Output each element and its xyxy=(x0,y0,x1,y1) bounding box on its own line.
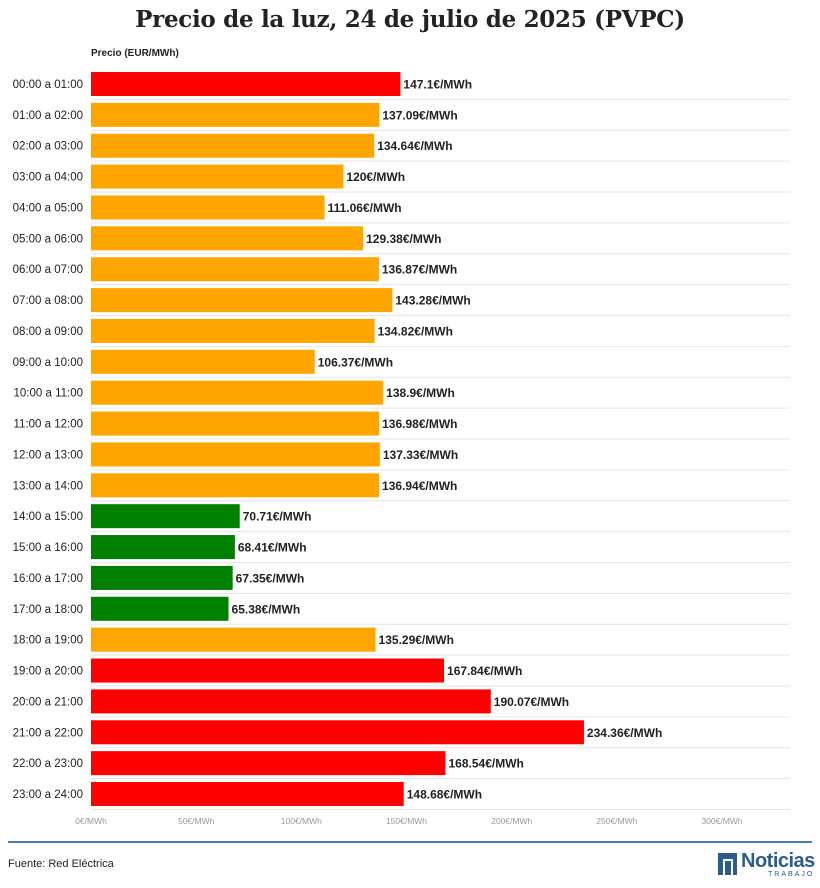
value-label: 106.37€/MWh xyxy=(318,355,393,369)
category-label: 07:00 a 08:00 xyxy=(13,295,83,307)
category-label: 16:00 a 17:00 xyxy=(13,573,83,585)
value-label: 134.64€/MWh xyxy=(377,139,452,153)
bar xyxy=(91,411,380,436)
category-label: 14:00 a 15:00 xyxy=(13,511,83,523)
bar xyxy=(91,102,380,127)
bar xyxy=(91,751,446,776)
bar xyxy=(91,72,401,96)
value-label: 136.94€/MWh xyxy=(382,479,457,493)
category-label: 10:00 a 11:00 xyxy=(14,388,84,400)
value-label: 120€/MWh xyxy=(346,170,405,184)
footer-divider xyxy=(8,841,812,843)
category-label: 03:00 a 04:00 xyxy=(13,172,83,184)
bar xyxy=(91,380,384,405)
category-label: 08:00 a 09:00 xyxy=(13,326,83,338)
value-label: 190.07€/MWh xyxy=(494,695,569,709)
logo-subtitle: TRABAJO xyxy=(768,871,815,878)
value-label: 136.98€/MWh xyxy=(382,417,457,431)
x-tick-label: 0€/MWh xyxy=(75,816,107,826)
bar xyxy=(91,164,344,189)
category-label: 20:00 a 21:00 xyxy=(13,696,83,708)
bar xyxy=(91,288,393,313)
value-label: 143.28€/MWh xyxy=(395,294,470,308)
brand-logo: Noticias TRABAJO xyxy=(716,850,816,879)
bar xyxy=(91,195,325,220)
value-label: 65.38€/MWh xyxy=(232,602,301,616)
value-label: 111.06€/MWh xyxy=(328,201,402,215)
value-label: 138.9€/MWh xyxy=(386,386,455,400)
x-tick-label: 250€/MWh xyxy=(596,816,637,826)
bar xyxy=(91,442,380,467)
source-note: Fuente: Red Eléctrica xyxy=(8,858,114,870)
bar xyxy=(91,720,584,745)
bar xyxy=(91,689,491,714)
value-label: 148.68€/MWh xyxy=(407,788,482,802)
bar xyxy=(91,226,364,251)
bar xyxy=(91,565,233,590)
category-label: 17:00 a 18:00 xyxy=(13,604,83,616)
category-label: 02:00 a 03:00 xyxy=(13,141,83,153)
chart-title: Precio de la luz, 24 de julio de 2025 (P… xyxy=(135,6,685,33)
bar-chart: Precio (EUR/MWh) 00:00 a 01:00 147.1€/MWh 0… xyxy=(13,48,790,826)
x-tick-label: 100€/MWh xyxy=(281,816,322,826)
y-axis-label: Precio (EUR/MWh) xyxy=(91,48,179,59)
category-label: 22:00 a 23:00 xyxy=(13,758,83,770)
x-tick-label: 150€/MWh xyxy=(386,816,427,826)
value-label: 68.41€/MWh xyxy=(238,541,307,555)
category-label: 23:00 a 24:00 xyxy=(13,789,83,801)
bar xyxy=(91,596,229,621)
bar xyxy=(91,627,376,652)
bar xyxy=(91,782,404,807)
x-tick-label: 50€/MWh xyxy=(178,816,215,826)
bar xyxy=(91,133,375,158)
bar xyxy=(91,349,315,374)
value-label: 136.87€/MWh xyxy=(382,263,457,277)
logo-mark-icon xyxy=(718,853,737,877)
bar xyxy=(91,318,375,343)
bar xyxy=(91,473,380,498)
category-label: 06:00 a 07:00 xyxy=(13,264,83,276)
category-label: 13:00 a 14:00 xyxy=(13,480,83,492)
category-label: 11:00 a 12:00 xyxy=(14,419,84,431)
category-label: 04:00 a 05:00 xyxy=(13,202,83,214)
bar xyxy=(91,504,240,529)
category-label: 00:00 a 01:00 xyxy=(13,79,83,91)
category-label: 21:00 a 22:00 xyxy=(13,727,83,739)
value-label: 137.33€/MWh xyxy=(383,448,458,462)
category-label: 05:00 a 06:00 xyxy=(13,233,83,245)
bar xyxy=(91,257,379,282)
value-label: 137.09€/MWh xyxy=(382,108,457,122)
value-label: 134.82€/MWh xyxy=(378,324,453,338)
value-label: 129.38€/MWh xyxy=(366,232,441,246)
value-label: 67.35€/MWh xyxy=(236,571,305,585)
category-label: 01:00 a 02:00 xyxy=(13,110,83,122)
x-tick-label: 200€/MWh xyxy=(491,816,532,826)
logo-name: Noticias xyxy=(741,850,815,872)
bar xyxy=(91,535,235,560)
category-label: 18:00 a 19:00 xyxy=(13,635,83,647)
value-label: 147.1€/MWh xyxy=(403,78,472,92)
category-label: 09:00 a 10:00 xyxy=(13,357,83,369)
value-label: 70.71€/MWh xyxy=(243,510,312,524)
value-label: 167.84€/MWh xyxy=(447,664,522,678)
value-label: 135.29€/MWh xyxy=(379,633,454,647)
value-label: 234.36€/MWh xyxy=(587,726,662,740)
value-label: 168.54€/MWh xyxy=(448,757,523,771)
bar xyxy=(91,658,445,683)
x-tick-label: 300€/MWh xyxy=(701,816,742,826)
category-label: 19:00 a 20:00 xyxy=(13,666,83,678)
category-label: 12:00 a 13:00 xyxy=(13,449,83,461)
category-label: 15:00 a 16:00 xyxy=(13,542,83,554)
